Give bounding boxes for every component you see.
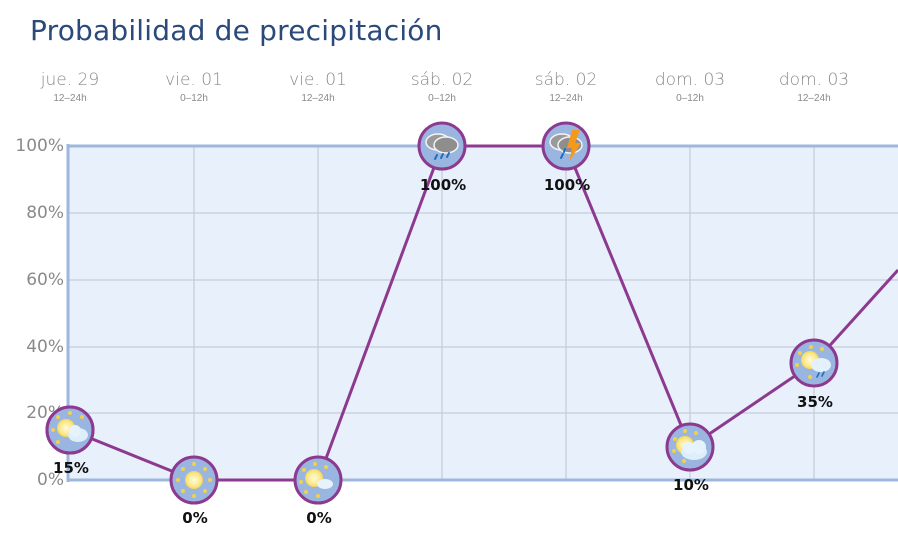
y-tick-label: 40%	[26, 337, 64, 357]
value-label: 100%	[419, 176, 467, 194]
horizontal-gridlines	[68, 212, 898, 414]
column-header: vie. 01 12–24h	[289, 70, 347, 104]
column-header: vie. 01 0–12h	[165, 70, 223, 104]
column-header: sáb. 02 0–12h	[410, 70, 474, 104]
column-header: jue. 29 12–24h	[40, 70, 100, 104]
column-header: dom. 03 12–24h	[778, 70, 850, 104]
chart-title: Probabilidad de precipitación	[30, 14, 443, 47]
plot-area	[68, 146, 898, 480]
value-label: 100%	[543, 176, 591, 194]
sun-cloud-icon	[665, 422, 715, 472]
value-label: 0%	[182, 509, 208, 527]
vertical-gridlines	[193, 146, 815, 480]
value-label: 10%	[673, 476, 709, 494]
value-label: 0%	[306, 509, 332, 527]
y-tick-label: 80%	[26, 203, 64, 223]
y-tick-label: 20%	[26, 403, 64, 423]
thunderstorm-icon	[541, 121, 591, 171]
column-header: sáb. 02 12–24h	[534, 70, 598, 104]
y-tick-label: 100%	[15, 136, 64, 156]
sun-cloud-rain-icon	[789, 338, 839, 388]
sun-icon	[169, 455, 219, 505]
sun-small-cloud-icon	[293, 455, 343, 505]
value-label: 15%	[53, 459, 89, 477]
column-header: dom. 03 0–12h	[654, 70, 726, 104]
y-tick-label: 0%	[37, 470, 64, 490]
value-label: 35%	[797, 393, 833, 411]
y-tick-label: 60%	[26, 270, 64, 290]
rain-cloud-icon	[417, 121, 467, 171]
